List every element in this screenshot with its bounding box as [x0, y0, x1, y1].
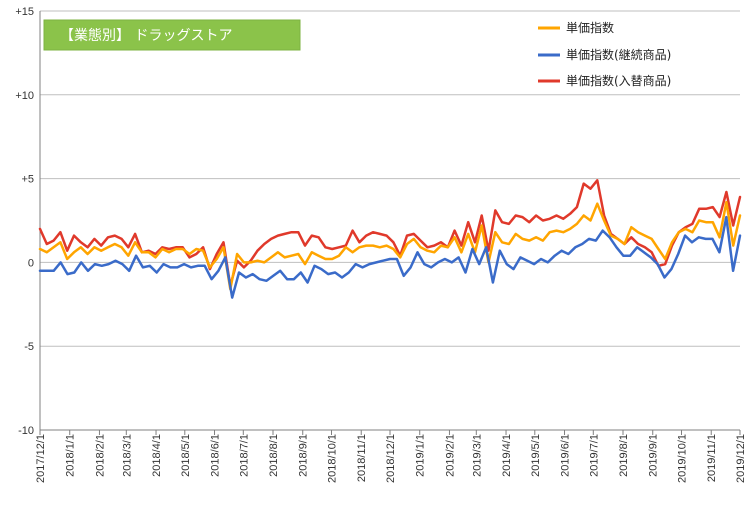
- title-background: [43, 19, 301, 51]
- x-tick-label: 2017/12/1: [35, 434, 47, 483]
- y-tick-label: 0: [28, 257, 34, 269]
- x-tick-label: 2018/8/1: [268, 434, 280, 477]
- y-tick-label: +5: [21, 174, 34, 186]
- chart-title: 【業態別】 ドラッグストア: [60, 28, 232, 44]
- series-lines: [38, 179, 742, 299]
- legend-label-unit-price-replacement: 単価指数(入替商品): [566, 73, 671, 88]
- y-tick-labels: +15 +10 +5 0 -5 -10: [15, 6, 34, 437]
- x-tick-label: 2019/6/1: [560, 434, 572, 477]
- x-tick-label: 2019/5/1: [530, 434, 542, 477]
- chart-title-box: 【業態別】 ドラッグストア: [43, 19, 301, 51]
- legend-label-unit-price: 単価指数: [566, 20, 614, 35]
- x-tick-label: 2019/12/1: [735, 434, 745, 483]
- y-tick-label: +10: [15, 90, 34, 102]
- x-tick-label: 2018/12/1: [385, 434, 397, 483]
- series-line-0: [38, 200, 742, 291]
- x-tick-label: 2018/2/1: [94, 434, 106, 477]
- grid-lines: [40, 10, 740, 347]
- x-tick-label: 2018/1/1: [65, 434, 77, 477]
- x-tick-label: 2018/7/1: [238, 434, 250, 477]
- x-tick-label: 2019/2/1: [444, 434, 456, 477]
- y-tick-label: -5: [24, 341, 34, 353]
- legend: 単価指数 単価指数(継続商品) 単価指数(入替商品): [538, 20, 671, 88]
- x-tick-label: 2019/7/1: [588, 434, 600, 477]
- x-tick-label: 2018/5/1: [180, 434, 192, 477]
- x-tick-labels: 2017/12/1 2018/1/1 2018/2/1 2018/3/1 2018/4/…: [35, 434, 745, 483]
- x-tick-label: 2018/4/1: [151, 434, 163, 477]
- series-line-1: [38, 215, 742, 299]
- x-tick-label: 2018/11/1: [356, 434, 368, 482]
- x-tick-label: 2019/11/1: [706, 434, 718, 482]
- y-tick-label: +15: [15, 6, 34, 18]
- axes: [39, 11, 741, 435]
- x-tick-label: 2019/10/1: [677, 434, 689, 483]
- y-tick-label: -10: [18, 425, 34, 437]
- legend-label-unit-price-continuing: 単価指数(継続商品): [566, 47, 671, 62]
- x-tick-label: 2018/9/1: [298, 434, 310, 477]
- x-tick-label: 2018/3/1: [121, 434, 133, 477]
- x-tick-label: 2019/1/1: [415, 434, 427, 477]
- x-tick-label: 2019/4/1: [501, 434, 513, 477]
- x-tick-label: 2019/3/1: [471, 434, 483, 477]
- x-tick-label: 2018/6/1: [210, 434, 222, 477]
- x-tick-label: 2019/9/1: [648, 434, 660, 477]
- x-tick-label: 2019/8/1: [618, 434, 630, 477]
- x-tick-label: 2018/10/1: [327, 434, 339, 483]
